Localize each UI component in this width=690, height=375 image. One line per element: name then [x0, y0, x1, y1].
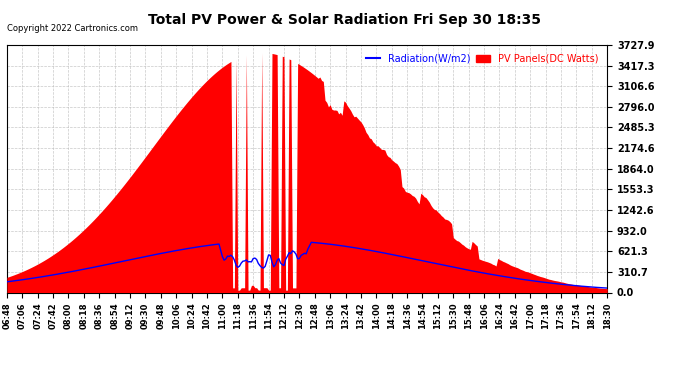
Legend: Radiation(W/m2), PV Panels(DC Watts): Radiation(W/m2), PV Panels(DC Watts): [362, 50, 602, 68]
Text: Copyright 2022 Cartronics.com: Copyright 2022 Cartronics.com: [7, 24, 138, 33]
Text: Total PV Power & Solar Radiation Fri Sep 30 18:35: Total PV Power & Solar Radiation Fri Sep…: [148, 13, 542, 27]
